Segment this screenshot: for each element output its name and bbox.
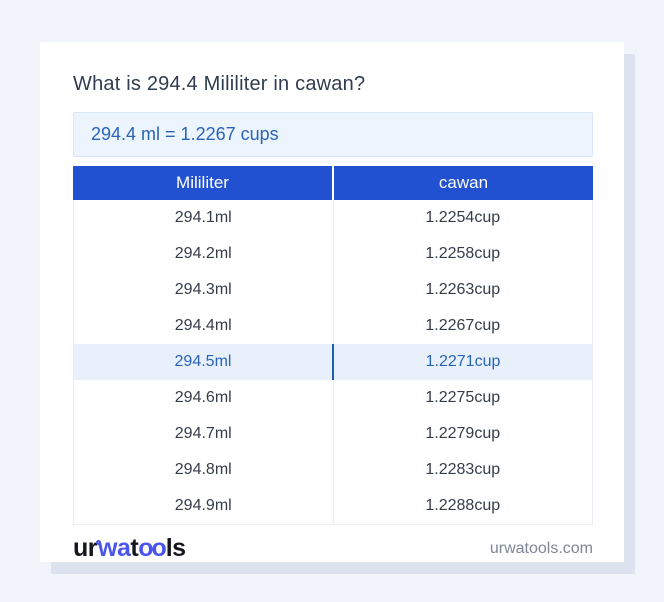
cell-cup: 1.2283cup [425,461,501,478]
cell-cup: 1.2258cup [425,245,501,262]
conversion-result-box: 294.4 ml = 1.2267 cups [73,112,593,157]
table-header-row: Mililiter cawan [73,166,593,200]
cell-ml: 294.3ml [74,272,334,308]
cell-cup: 1.2263cup [425,281,501,298]
logo-seg-ur: ur [73,534,98,562]
logo-seg-ls: ls [165,534,186,562]
cell-ml: 294.5ml [74,344,334,380]
cell-cup: 1.2267cup [425,317,501,334]
cell-ml: 294.8ml [74,452,334,488]
cell-ml: 294.6ml [74,380,334,416]
cell-cup: 1.2288cup [425,497,501,514]
logo-ring-icon [96,540,101,545]
table-row[interactable]: 294.3ml 1.2263cup [74,272,592,308]
site-label: urwatools.com [489,539,593,557]
card-footer: urwatools urwatools.com [73,536,593,561]
cell-cup: 1.2271cup [425,353,501,370]
table-body: 294.1ml 1.2254cup 294.2ml 1.2258cup 294.… [73,200,593,525]
cell-ml: 294.2ml [74,236,334,272]
table-row[interactable]: 294.8ml 1.2283cup [74,452,592,488]
cell-ml: 294.9ml [74,488,334,524]
cell-ml: 294.7ml [74,416,334,452]
table-header-cawan: cawan [438,173,489,192]
cell-cup: 1.2279cup [425,425,501,442]
logo-seg-oo: oo [138,534,167,562]
conversion-table: Mililiter cawan 294.1ml 1.2254cup 294.2m… [73,166,593,525]
cell-ml: 294.1ml [74,200,334,236]
page-title: What is 294.4 Mililiter in cawan? [73,73,366,95]
converter-card: What is 294.4 Mililiter in cawan? 294.4 … [40,42,624,562]
cell-ml: 294.4ml [74,308,334,344]
table-row[interactable]: 294.6ml 1.2275cup [74,380,592,416]
table-row[interactable]: 294.7ml 1.2279cup [74,416,592,452]
table-row[interactable]: 294.9ml 1.2288cup [74,488,592,524]
cell-cup: 1.2275cup [425,389,501,406]
urwatools-logo[interactable]: urwatools [73,536,186,561]
table-row[interactable]: 294.2ml 1.2258cup [74,236,592,272]
table-row[interactable]: 294.1ml 1.2254cup [74,200,592,236]
logo-seg-t: t [130,534,139,562]
cell-cup: 1.2254cup [425,209,501,226]
table-row[interactable]: 294.5ml 1.2271cup [74,344,592,380]
logo-seg-wa: wa [98,534,131,562]
table-row[interactable]: 294.4ml 1.2267cup [74,308,592,344]
table-header-mililiter: Mililiter [73,166,334,200]
conversion-result-text: 294.4 ml = 1.2267 cups [91,124,279,144]
